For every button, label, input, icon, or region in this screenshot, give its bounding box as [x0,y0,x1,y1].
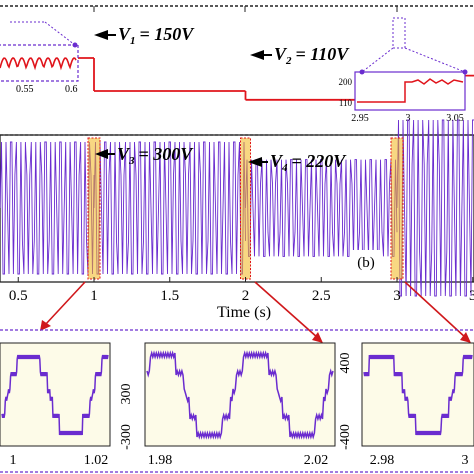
zoom-arrows [40,281,471,343]
zoom-waveform-3 [363,354,473,436]
inset-ripple: 0.55 0.6 [0,21,79,95]
annotation-v1-var: V [118,24,132,44]
inset-right-xtick-2: 3.05 [446,113,464,124]
annotation-v2: V2 = 110V [250,44,350,67]
inset-left-xtick-0: 0.55 [16,84,34,95]
sub3-xtick-1: 3 [462,453,469,468]
annotation-v4-value: = 220V [292,151,348,171]
inset-right-xtick-1: 3 [406,113,411,124]
sub3-xtick-0: 2.98 [370,453,395,468]
sub2-xtick-0: 1.98 [148,453,173,468]
zoom-subplot-1: 1 1.02 [0,342,111,468]
x-tick-label-4: 2.5 [312,288,331,304]
x-tick-label-2: 1.5 [160,288,179,304]
annotation-v2-var: V [274,44,288,64]
annotation-v3-value: = 300V [139,144,195,164]
zoom-subplot-3: 400 -400 2.98 3 [338,342,474,468]
sub3-ytick-0: 400 [338,353,353,374]
annotation-v3: V3 = 300V [95,144,194,167]
waveform-segment-3 [396,119,474,297]
sub2-xtick-1: 2.02 [304,453,329,468]
annotation-v3-sub: 3 [128,155,135,167]
inset-step: 200 110 2.95 3 3.05 [339,17,468,124]
transition-highlight-2 [390,137,404,280]
x-tick-label-5: 3 [393,288,401,304]
inset-right-ytick-1: 110 [339,98,353,108]
x-tick-label-1: 1 [90,288,98,304]
inset-right-xtick-0: 2.95 [351,113,369,124]
x-axis-ticks: 0.5 1 1.5 2 2.5 3 3 [9,277,474,304]
sub2-ytick-0: 300 [119,384,134,405]
waveform-segment-2 [245,159,398,257]
bottom-panel: 1 1.02 300 -300 1.98 2.02 400 -400 2.98 … [0,329,474,473]
annotation-v1-sub: 1 [130,35,136,47]
waveform-segment-1 [93,141,246,275]
top-panel: V1 = 150V V2 = 110V 0.55 0.6 [0,5,474,124]
x-tick-label-3: 2 [242,288,250,304]
sub1-xtick-0: 1 [10,453,17,468]
annotation-v4: V4 = 220V [248,151,347,174]
sub3-ytick-1: -400 [338,424,353,450]
sub1-xtick-1: 1.02 [84,453,109,468]
x-axis-label: Time (s) [217,304,271,321]
annotation-v4-sub: 4 [281,162,288,174]
annotation-v1-value: = 150V [140,24,196,44]
svg-text:V4= 220V: V4 = 220V [270,151,347,174]
middle-panel: V3 = 300V V4 = 220V (b) 0.5 1 1.5 2 2.5 3 3 Time… [0,119,474,321]
zoom-waveform-2 [146,350,334,440]
inset-left-xtick-1: 0.6 [65,84,78,95]
x-tick-label-0: 0.5 [9,288,28,304]
sub2-ytick-1: -300 [119,424,134,450]
ripple-waveform [0,57,77,71]
inset-step-waveform [357,78,464,103]
svg-text:V1= 150V: V1 = 150V [118,24,195,47]
annotation-v3-var: V [117,144,131,164]
annotation-v2-value: = 110V [296,44,351,64]
panel-label-b: (b) [357,255,375,271]
inset-right-ytick-0: 200 [339,77,353,87]
svg-text:V3= 300V: V3 = 300V [117,144,194,167]
annotation-v1: V1 = 150V [94,24,195,47]
zoom-subplot-2: 300 -300 1.98 2.02 [119,342,336,468]
transition-highlight-1 [240,137,251,280]
annotation-v4-var: V [270,151,284,171]
transition-highlight-0 [87,137,101,280]
phase-voltage-waveform [0,119,474,297]
svg-text:V2= 110V: V2 = 110V [274,44,350,67]
annotation-v2-sub: 2 [285,55,292,67]
waveform-segment-0 [0,141,95,275]
zoom-waveform-1 [1,354,109,436]
x-tick-label-6: 3 [469,288,474,304]
